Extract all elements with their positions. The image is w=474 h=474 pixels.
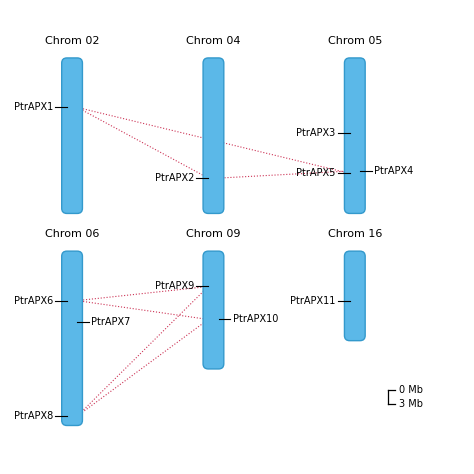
FancyBboxPatch shape	[203, 251, 224, 369]
Text: PtrAPX2: PtrAPX2	[155, 173, 194, 183]
Text: Chrom 09: Chrom 09	[186, 229, 241, 239]
FancyBboxPatch shape	[345, 251, 365, 341]
Text: 3 Mb: 3 Mb	[399, 399, 423, 409]
Text: Chrom 02: Chrom 02	[45, 36, 100, 46]
FancyBboxPatch shape	[62, 251, 82, 426]
Text: PtrAPX11: PtrAPX11	[290, 296, 336, 306]
FancyBboxPatch shape	[62, 58, 82, 213]
Text: Chrom 06: Chrom 06	[45, 229, 99, 239]
Text: PtrAPX1: PtrAPX1	[13, 102, 53, 112]
Text: PtrAPX6: PtrAPX6	[13, 296, 53, 306]
Text: PtrAPX10: PtrAPX10	[233, 314, 278, 325]
Text: 0 Mb: 0 Mb	[399, 385, 423, 395]
FancyBboxPatch shape	[345, 58, 365, 213]
Text: PtrAPX5: PtrAPX5	[296, 168, 336, 178]
Text: Chrom 05: Chrom 05	[328, 36, 382, 46]
Text: PtrAPX7: PtrAPX7	[91, 317, 131, 327]
Text: PtrAPX3: PtrAPX3	[296, 128, 336, 138]
FancyBboxPatch shape	[203, 58, 224, 213]
Text: PtrAPX4: PtrAPX4	[374, 166, 413, 176]
Text: PtrAPX9: PtrAPX9	[155, 282, 194, 292]
Text: Chrom 16: Chrom 16	[328, 229, 382, 239]
Text: PtrAPX8: PtrAPX8	[13, 411, 53, 421]
Text: Chrom 04: Chrom 04	[186, 36, 241, 46]
